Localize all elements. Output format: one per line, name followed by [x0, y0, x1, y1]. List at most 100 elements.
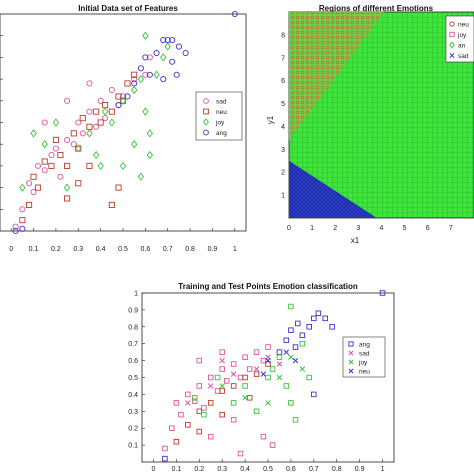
- training-point-sad: [185, 391, 191, 398]
- features-x-tick-label: 0.5: [118, 246, 128, 253]
- training-point-ang: [329, 324, 335, 330]
- features-point-ang: [173, 71, 180, 78]
- features-point-sad: [30, 188, 37, 195]
- features-point-neu: [52, 136, 59, 143]
- features-point-neu: [79, 115, 86, 122]
- features-point-joy: [119, 96, 127, 105]
- training-point-sad: [269, 442, 276, 448]
- features-legend-label-joy: joy: [215, 120, 225, 127]
- training-point-ang: [276, 349, 283, 355]
- training-point-neu: [253, 371, 260, 377]
- features-point-joy: [101, 107, 109, 116]
- features-point-sad: [142, 71, 149, 78]
- features-point-ang: [169, 36, 176, 44]
- training-point-ang: [299, 332, 306, 339]
- training-point-sad: [173, 400, 180, 406]
- training-y-tick-label: 0.3: [128, 409, 138, 416]
- training-point-joy_x: [299, 366, 306, 372]
- features-point-sad: [48, 151, 55, 159]
- features-point-sad: [41, 119, 48, 126]
- features-legend-label-sad: sad: [216, 99, 227, 106]
- regions-y-axis-label: y1: [266, 115, 275, 124]
- features-point-joy: [142, 31, 149, 40]
- training-point-neu_x: [292, 357, 299, 364]
- training-point-joy: [288, 303, 294, 310]
- features-point-joy: [160, 53, 167, 62]
- training-point-neu_x: [265, 357, 271, 364]
- regions-y-tick-label: 4: [281, 124, 285, 131]
- training-point-neu: [246, 395, 253, 401]
- training-legend-marker-sad: [348, 350, 354, 356]
- features-point-neu: [30, 173, 37, 180]
- sad-region: [289, 160, 377, 218]
- features-point-sad: [57, 173, 64, 180]
- training-point-joy: [306, 374, 312, 381]
- training-point-joy: [288, 400, 294, 406]
- features-x-tick-label: 0.2: [51, 246, 61, 253]
- features-x-tick-label: 1: [233, 246, 237, 253]
- training-point-sad: [246, 366, 253, 372]
- features-point-ang: [137, 65, 144, 72]
- regions-legend-label-joy: joy: [457, 32, 467, 39]
- regions-legend-marker-an: [449, 41, 455, 49]
- regions-x-tick-label: 6: [426, 225, 430, 232]
- training-legend-label-joy: joy: [358, 360, 368, 367]
- training-point-joy: [230, 400, 237, 406]
- training-point-joy: [242, 383, 248, 389]
- training-point-joy: [214, 374, 221, 381]
- features-point-joy: [52, 118, 60, 127]
- features-x-tick-label: 0: [9, 246, 13, 253]
- regions-x-tick-label: 2: [333, 225, 337, 232]
- features-chart-title: Initial Data set of Features: [78, 4, 178, 13]
- features-point-neu: [97, 119, 104, 126]
- features-point-sad: [64, 136, 71, 143]
- training-point-joy: [276, 354, 283, 360]
- features-x-tick-label: 0.7: [163, 246, 173, 253]
- regions-y-tick-label: 7: [281, 55, 285, 62]
- features-legend-marker-ang: [203, 129, 209, 136]
- regions-y-tick-label: 5: [281, 101, 285, 108]
- features-point-ang: [169, 58, 176, 65]
- features-point-ang: [160, 36, 167, 44]
- training-x-tick-label: 0.3: [217, 466, 227, 473]
- training-point-sad: [237, 450, 244, 457]
- regions-legend-label-an: an: [458, 43, 466, 50]
- features-point-neu: [57, 151, 64, 159]
- training-point-joy: [283, 383, 290, 389]
- features-point-neu: [70, 130, 77, 137]
- features-legend-label-ang: ang: [216, 130, 227, 137]
- training-point-neu: [173, 438, 180, 445]
- features-point-joy: [153, 70, 160, 79]
- features-point-neu: [115, 93, 122, 100]
- features-scatter-plot: Initial Data set of Features 0 0.1 0.2 0.3 0…: [0, 4, 247, 253]
- training-point-sad_x: [207, 383, 214, 389]
- features-point-sad: [86, 80, 93, 87]
- training-x-tick-label: 1: [381, 466, 385, 473]
- neu-region: [289, 12, 384, 141]
- regions-x-tick-label: 3: [356, 225, 360, 232]
- training-y-tick-label: 0.6: [128, 358, 138, 365]
- features-point-sad: [79, 130, 86, 137]
- features-point-sad: [146, 54, 153, 61]
- training-x-tick-label: 0: [152, 466, 156, 473]
- features-point-neu: [26, 201, 33, 209]
- training-point-joy_x: [288, 354, 294, 360]
- training-point-joy: [292, 417, 299, 423]
- features-point-neu: [86, 162, 93, 169]
- features-x-tick-label: 0.4: [96, 246, 106, 253]
- training-point-sad: [178, 411, 184, 418]
- training-legend-marker-neu: [348, 368, 354, 374]
- features-point-sad: [131, 76, 138, 83]
- training-x-tick-label: 0.6: [286, 466, 296, 473]
- features-point-ang: [115, 102, 122, 109]
- regions-y-tick-label: 8: [281, 32, 285, 39]
- features-point-sad: [75, 119, 82, 126]
- training-point-sad: [219, 349, 225, 355]
- training-point-sad_x: [253, 366, 260, 372]
- features-point-sad: [64, 97, 71, 104]
- features-point-ang: [164, 36, 171, 44]
- features-point-ang: [160, 76, 167, 83]
- training-point-neu: [242, 374, 248, 381]
- training-point-ang: [292, 344, 299, 350]
